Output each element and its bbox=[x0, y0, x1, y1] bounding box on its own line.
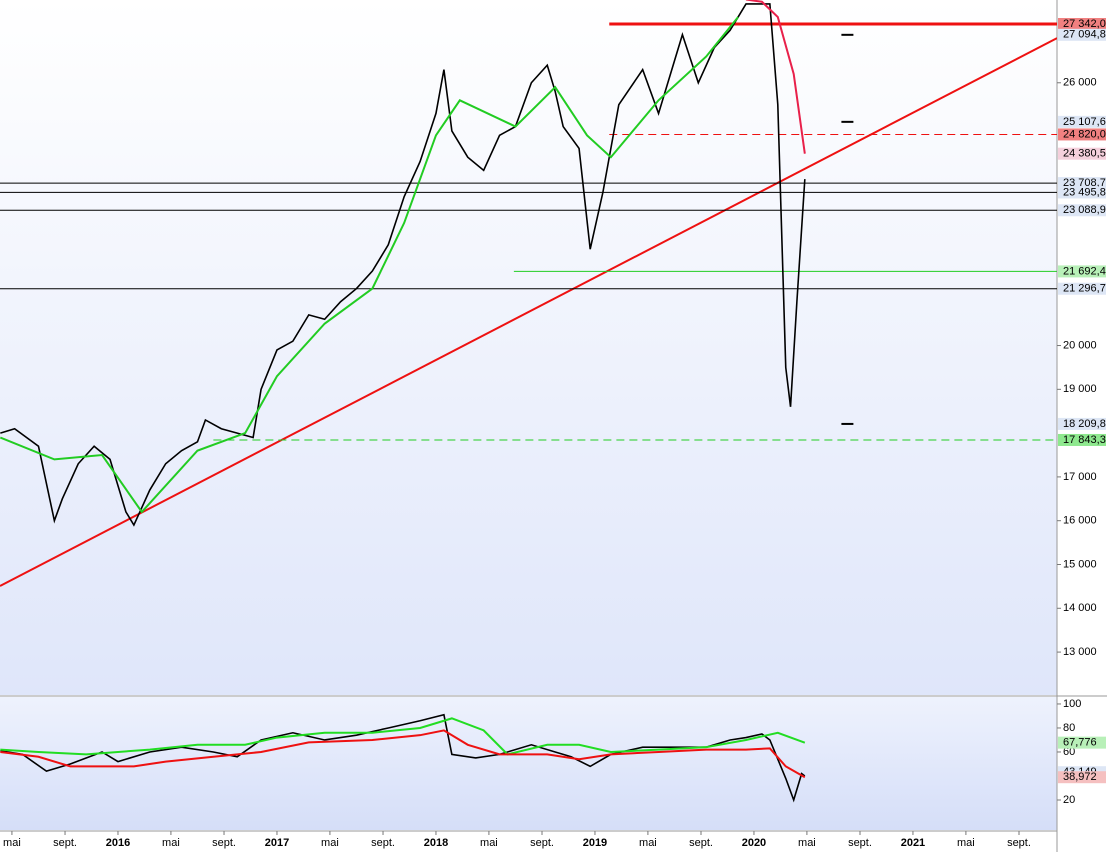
x-tick-label: sept. bbox=[53, 837, 77, 849]
level-label: 24 820,0 bbox=[1063, 128, 1106, 140]
level-label-bg bbox=[1058, 17, 1106, 30]
trend-line bbox=[0, 37, 1057, 587]
x-tick-label: sept. bbox=[1007, 837, 1031, 849]
x-tick-label: mai bbox=[639, 837, 657, 849]
level-label: 21 296,7 bbox=[1063, 283, 1106, 295]
level-label: 23 088,9 bbox=[1063, 204, 1106, 216]
level-label-bg bbox=[1058, 417, 1106, 430]
level-label: 25 107,6 bbox=[1063, 116, 1106, 128]
level-label-bg bbox=[1058, 177, 1106, 190]
level-label-bg bbox=[1058, 28, 1106, 41]
level-label: 21 692,4 bbox=[1063, 265, 1106, 277]
level-label-bg bbox=[1058, 265, 1106, 278]
level-label: 17 843,3 bbox=[1063, 434, 1106, 446]
level-label-bg bbox=[1058, 128, 1106, 141]
level-label: 27 342,0 bbox=[1063, 18, 1106, 30]
y-tick-label: 15 000 bbox=[1063, 558, 1097, 570]
x-tick-label: mai bbox=[957, 837, 975, 849]
plot-area bbox=[0, 713, 806, 803]
level-label-bg bbox=[1058, 736, 1106, 749]
level-label: 23 495,8 bbox=[1063, 186, 1106, 198]
level-label-bg bbox=[1058, 115, 1106, 128]
y-tick-label: 13 000 bbox=[1063, 646, 1097, 658]
series-line bbox=[0, 16, 739, 514]
y-tick-label: 14 000 bbox=[1063, 602, 1097, 614]
plot-area bbox=[0, 0, 1057, 587]
level-label: 67,776 bbox=[1063, 737, 1097, 749]
y-tick-label: 26 000 bbox=[1063, 77, 1097, 89]
level-label-bg bbox=[1058, 204, 1106, 217]
x-tick-label: sept. bbox=[848, 837, 872, 849]
series-line bbox=[0, 3, 806, 527]
series-line bbox=[0, 729, 806, 779]
level-label: 23 708,7 bbox=[1063, 177, 1106, 189]
y-tick-label: 20 000 bbox=[1063, 339, 1097, 351]
level-label: 24 380,5 bbox=[1063, 148, 1106, 160]
x-tick-label: sept. bbox=[689, 837, 713, 849]
oscillator-panel bbox=[0, 697, 1057, 830]
y-tick-label: 17 000 bbox=[1063, 471, 1097, 483]
y-tick-label: 20 bbox=[1063, 794, 1075, 806]
x-tick-label: mai bbox=[480, 837, 498, 849]
y-tick-label: 100 bbox=[1063, 698, 1081, 710]
level-label: 38,972 bbox=[1063, 771, 1097, 783]
x-tick-label: 2019 bbox=[583, 837, 607, 849]
main-panel bbox=[0, 0, 1057, 695]
x-tick-label: sept. bbox=[371, 837, 395, 849]
series-line bbox=[745, 0, 806, 154]
x-tick-label: 2016 bbox=[106, 837, 130, 849]
series-line bbox=[0, 713, 806, 803]
series-line bbox=[0, 717, 806, 756]
level-label-bg bbox=[1058, 147, 1106, 160]
x-tick-label: 2017 bbox=[265, 837, 289, 849]
x-tick-label: mai bbox=[798, 837, 816, 849]
x-tick-label: 2021 bbox=[901, 837, 925, 849]
x-tick-label: 2020 bbox=[742, 837, 766, 849]
y-tick-label: 60 bbox=[1063, 746, 1075, 758]
x-tick-label: mai bbox=[162, 837, 180, 849]
x-tick-label: mai bbox=[321, 837, 339, 849]
level-label: 18 209,8 bbox=[1063, 418, 1106, 430]
x-tick-label: mai bbox=[3, 837, 21, 849]
level-label: 27 094,8 bbox=[1063, 29, 1106, 41]
x-tick-label: sept. bbox=[212, 837, 236, 849]
y-tick-label: 19 000 bbox=[1063, 383, 1097, 395]
level-label-bg bbox=[1058, 771, 1106, 784]
x-tick-label: sept. bbox=[530, 837, 554, 849]
level-label-bg bbox=[1058, 186, 1106, 199]
level-label-bg bbox=[1058, 433, 1106, 446]
level-label-bg bbox=[1058, 282, 1106, 295]
y-tick-label: 16 000 bbox=[1063, 515, 1097, 527]
x-tick-label: 2018 bbox=[424, 837, 448, 849]
y-tick-label: 80 bbox=[1063, 722, 1075, 734]
